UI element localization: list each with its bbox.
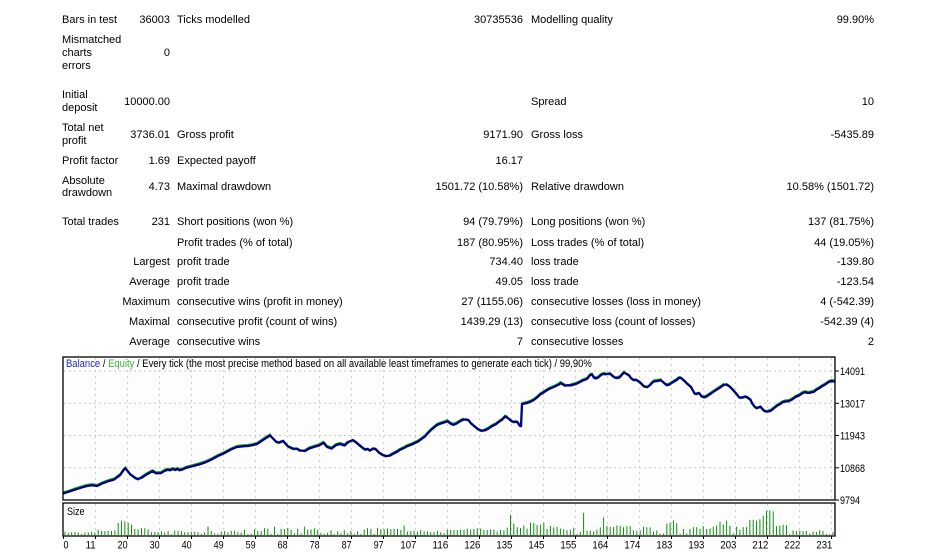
svg-text:11943: 11943 [840,431,865,443]
svg-text:107: 107 [400,539,416,551]
svg-text:14091: 14091 [840,366,865,378]
svg-text:145: 145 [528,539,544,551]
svg-text:231: 231 [816,539,832,551]
svg-text:97: 97 [374,539,384,551]
svg-text:10868: 10868 [840,463,865,475]
svg-text:49: 49 [214,539,224,551]
svg-text:78: 78 [310,539,320,551]
svg-text:212: 212 [752,539,768,551]
svg-text:30: 30 [150,539,160,551]
svg-text:0: 0 [64,539,69,551]
svg-text:9794: 9794 [840,495,860,507]
svg-text:116: 116 [432,539,448,551]
svg-text:59: 59 [246,539,256,551]
svg-text:174: 174 [624,539,640,551]
svg-text:68: 68 [278,539,288,551]
svg-text:13017: 13017 [840,398,865,410]
svg-text:183: 183 [656,539,672,551]
svg-text:87: 87 [342,539,352,551]
svg-text:11: 11 [86,539,96,551]
svg-text:126: 126 [464,539,480,551]
svg-text:193: 193 [688,539,704,551]
svg-text:135: 135 [496,539,512,551]
svg-text:222: 222 [784,539,800,551]
svg-text:40: 40 [182,539,192,551]
svg-text:203: 203 [720,539,736,551]
svg-text:155: 155 [560,539,576,551]
svg-text:20: 20 [118,539,128,551]
svg-text:164: 164 [592,539,608,551]
